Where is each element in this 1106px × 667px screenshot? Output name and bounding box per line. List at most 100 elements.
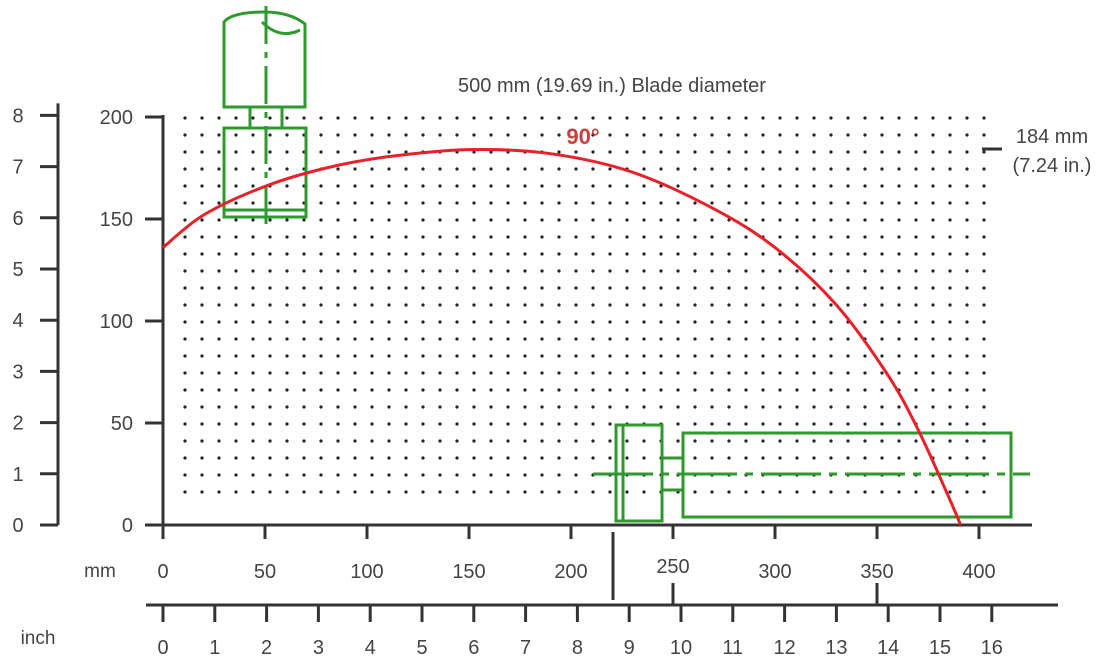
grid-dot bbox=[591, 490, 595, 494]
grid-dot bbox=[183, 252, 187, 256]
grid-dot bbox=[506, 320, 510, 324]
dot-grid bbox=[183, 116, 986, 494]
grid-dot bbox=[710, 388, 714, 392]
grid-dot bbox=[183, 354, 187, 358]
grid-dot bbox=[642, 218, 646, 222]
grid-dot bbox=[353, 439, 357, 443]
x-axis-inch-tick-label: 9 bbox=[624, 637, 635, 659]
grid-dot bbox=[557, 422, 561, 426]
x-axis-mm-tick-label: 100 bbox=[350, 561, 383, 583]
grid-dot bbox=[880, 439, 884, 443]
grid-dot bbox=[217, 252, 221, 256]
chart-title: 500 mm (19.69 in.) Blade diameter bbox=[458, 75, 766, 97]
grid-dot bbox=[795, 150, 799, 154]
grid-dot bbox=[506, 116, 510, 120]
grid-dot bbox=[812, 371, 816, 375]
grid-dot bbox=[506, 201, 510, 205]
grid-dot bbox=[421, 320, 425, 324]
y-axis-inch-tick-label: 8 bbox=[12, 105, 23, 127]
grid-dot bbox=[710, 439, 714, 443]
grid-dot bbox=[948, 456, 952, 460]
grid-dot bbox=[625, 269, 629, 273]
grid-dot bbox=[217, 150, 221, 154]
grid-dot bbox=[778, 133, 782, 137]
grid-dot bbox=[455, 218, 459, 222]
grid-dot bbox=[200, 150, 204, 154]
grid-dot bbox=[914, 320, 918, 324]
grid-dot bbox=[302, 218, 306, 222]
grid-dot bbox=[200, 320, 204, 324]
grid-dot bbox=[625, 303, 629, 307]
x-axis-mm-tick-label: 250 bbox=[656, 556, 689, 578]
grid-dot bbox=[523, 388, 527, 392]
grid-dot bbox=[438, 184, 442, 188]
grid-dot bbox=[625, 456, 629, 460]
grid-dot bbox=[319, 354, 323, 358]
grid-dot bbox=[727, 405, 731, 409]
grid-dot bbox=[183, 133, 187, 137]
grid-dot bbox=[931, 320, 935, 324]
grid-dot bbox=[574, 371, 578, 375]
y-axis-inch-tick-label: 5 bbox=[12, 259, 23, 281]
grid-dot bbox=[200, 490, 204, 494]
grid-dot bbox=[931, 116, 935, 120]
grid-dot bbox=[234, 371, 238, 375]
grid-dot bbox=[812, 405, 816, 409]
grid-dot bbox=[914, 218, 918, 222]
grid-dot bbox=[948, 320, 952, 324]
grid-dot bbox=[472, 167, 476, 171]
grid-dot bbox=[200, 252, 204, 256]
grid-dot bbox=[812, 354, 816, 358]
grid-dot bbox=[421, 133, 425, 137]
grid-dot bbox=[608, 286, 612, 290]
grid-dot bbox=[727, 252, 731, 256]
grid-dot bbox=[625, 337, 629, 341]
grid-dot bbox=[965, 303, 969, 307]
y-axis-inch-tick-label: 3 bbox=[12, 361, 23, 383]
grid-dot bbox=[268, 150, 272, 154]
grid-dot bbox=[863, 184, 867, 188]
grid-dot bbox=[846, 456, 850, 460]
grid-dot bbox=[982, 201, 986, 205]
grid-dot bbox=[642, 388, 646, 392]
grid-dot bbox=[370, 337, 374, 341]
grid-dot bbox=[727, 167, 731, 171]
grid-dot bbox=[642, 405, 646, 409]
grid-dot bbox=[455, 286, 459, 290]
grid-dot bbox=[846, 167, 850, 171]
grid-dot bbox=[370, 388, 374, 392]
grid-dot bbox=[744, 116, 748, 120]
grid-dot bbox=[591, 218, 595, 222]
grid-dot bbox=[982, 490, 986, 494]
grid-dot bbox=[200, 439, 204, 443]
grid-dot bbox=[965, 439, 969, 443]
grid-dot bbox=[387, 337, 391, 341]
grid-dot bbox=[523, 439, 527, 443]
grid-dot bbox=[795, 490, 799, 494]
grid-dot bbox=[676, 371, 680, 375]
grid-dot bbox=[591, 184, 595, 188]
grid-dot bbox=[557, 184, 561, 188]
grid-dot bbox=[506, 252, 510, 256]
grid-dot bbox=[846, 388, 850, 392]
grid-dot bbox=[251, 354, 255, 358]
grid-dot bbox=[404, 456, 408, 460]
grid-dot bbox=[642, 286, 646, 290]
grid-dot bbox=[285, 286, 289, 290]
grid-dot bbox=[319, 337, 323, 341]
grid-dot bbox=[608, 167, 612, 171]
grid-dot bbox=[897, 405, 901, 409]
grid-dot bbox=[982, 252, 986, 256]
grid-dot bbox=[931, 201, 935, 205]
grid-dot bbox=[455, 269, 459, 273]
grid-dot bbox=[693, 337, 697, 341]
grid-dot bbox=[319, 133, 323, 137]
grid-dot bbox=[421, 269, 425, 273]
grid-dot bbox=[370, 405, 374, 409]
grid-dot bbox=[574, 184, 578, 188]
grid-dot bbox=[948, 422, 952, 426]
grid-dot bbox=[472, 150, 476, 154]
grid-dot bbox=[829, 167, 833, 171]
grid-dot bbox=[336, 405, 340, 409]
grid-dot bbox=[523, 167, 527, 171]
